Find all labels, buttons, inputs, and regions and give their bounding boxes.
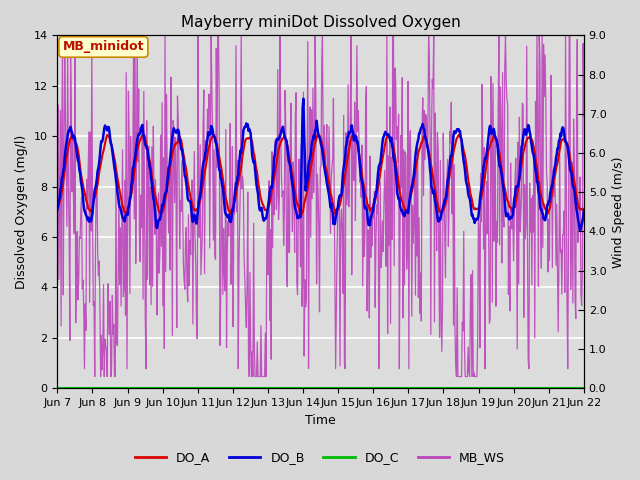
Y-axis label: Wind Speed (m/s): Wind Speed (m/s) bbox=[612, 156, 625, 267]
Title: Mayberry miniDot Dissolved Oxygen: Mayberry miniDot Dissolved Oxygen bbox=[180, 15, 461, 30]
Text: MB_minidot: MB_minidot bbox=[63, 40, 144, 53]
X-axis label: Time: Time bbox=[305, 414, 336, 427]
Y-axis label: Dissolved Oxygen (mg/l): Dissolved Oxygen (mg/l) bbox=[15, 135, 28, 289]
Legend: DO_A, DO_B, DO_C, MB_WS: DO_A, DO_B, DO_C, MB_WS bbox=[130, 446, 510, 469]
